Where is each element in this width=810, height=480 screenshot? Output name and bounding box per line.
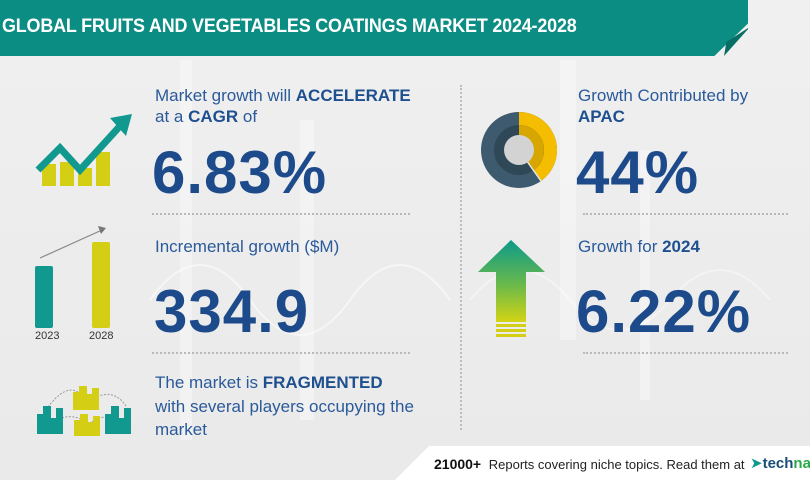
cagr-label-line1: Market growth will ACCELERATE xyxy=(155,86,411,105)
fragmentation-emphasis: FRAGMENTED xyxy=(262,373,383,392)
bar-comparison-icon xyxy=(35,226,110,328)
donut-chart-icon xyxy=(481,111,558,188)
buildings-network-icon xyxy=(37,386,131,436)
divider xyxy=(583,213,788,215)
divider xyxy=(583,352,788,354)
incremental-value: 334.9 xyxy=(154,278,310,345)
footer-text: 21000+ Reports covering niche topics. Re… xyxy=(434,456,745,472)
region-name: APAC xyxy=(578,107,625,126)
bar-year-label: 2023 xyxy=(35,330,60,342)
divider xyxy=(152,352,410,354)
footer-band xyxy=(395,446,810,480)
yoy-label: Growth for 2024 xyxy=(578,237,700,256)
fragmentation-line1: The market is FRAGMENTED xyxy=(155,373,383,392)
cagr-label-line2: at a CAGR of xyxy=(155,107,258,126)
growth-chart-arrow-icon xyxy=(35,114,132,186)
bar-year-label: 2028 xyxy=(89,330,114,342)
region-label: Growth Contributed by xyxy=(578,86,749,105)
vertical-divider xyxy=(460,85,462,430)
yoy-year: 2024 xyxy=(662,237,700,256)
cagr-value: 6.83% xyxy=(152,139,328,206)
title-banner xyxy=(0,0,748,56)
up-arrow-icon xyxy=(478,240,545,337)
fragmentation-line3: market xyxy=(155,420,207,439)
yoy-value: 6.22% xyxy=(576,278,752,345)
region-value: 44% xyxy=(576,139,700,206)
fragmentation-line2: with several players occupying the xyxy=(155,397,414,416)
divider xyxy=(152,213,410,215)
logo-arrow-icon: ➤ xyxy=(750,455,763,472)
cagr-emphasis: ACCELERATE xyxy=(295,86,411,105)
page-title: GLOBAL FRUITS AND VEGETABLES COATINGS MA… xyxy=(2,15,577,37)
technavio-logo[interactable]: ➤technav xyxy=(750,455,810,472)
incremental-label: Incremental growth ($M) xyxy=(155,237,340,256)
report-count: 21000+ xyxy=(434,456,482,472)
footer-message: Reports covering niche topics. Read them… xyxy=(488,457,745,472)
